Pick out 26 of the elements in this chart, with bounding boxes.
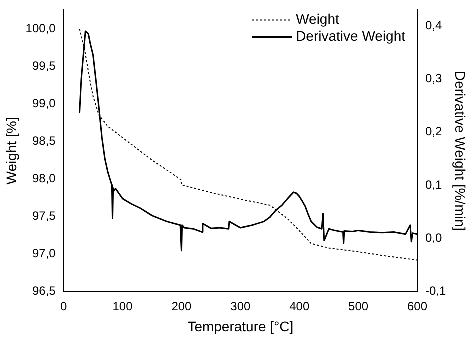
y2-tick-label: 0,4: [426, 18, 443, 32]
y-axis-title: Weight [%]: [3, 117, 20, 185]
legend-label: Weight: [296, 11, 340, 28]
legend-label: Derivative Weight: [296, 28, 406, 44]
y-tick-label: 97,5: [32, 209, 56, 224]
x-tick-label: 100: [112, 299, 134, 314]
y-tick-label: 97,0: [32, 246, 56, 261]
y2-tick-label: 0,3: [426, 72, 443, 86]
x-tick-label: 0: [60, 299, 68, 314]
x-tick-label: 400: [290, 299, 310, 314]
y-tick-label: 98,0: [32, 171, 56, 186]
y-tick-label: 96,5: [32, 284, 56, 298]
x-tick-label: 300: [230, 299, 252, 314]
y-tick-label: 99,0: [32, 96, 56, 110]
y-tick-label: 99,5: [32, 58, 56, 73]
x-tick-label: 200: [172, 299, 192, 314]
y2-tick-label: -0,1: [426, 284, 447, 298]
x-tick-label: 600: [408, 299, 428, 314]
y2-axis-title: Derivative Weight [%/min]: [452, 70, 469, 232]
y-tick-label: 98,5: [32, 134, 56, 148]
x-tick-label: 500: [348, 299, 369, 314]
y2-tick-label: 0,0: [426, 230, 443, 245]
y2-tick-label: 0,2: [426, 124, 443, 139]
y-tick-label: 100,0: [26, 21, 56, 36]
y2-tick-label: 0,1: [426, 178, 443, 192]
x-axis-title: Temperature [°C]: [188, 318, 294, 334]
